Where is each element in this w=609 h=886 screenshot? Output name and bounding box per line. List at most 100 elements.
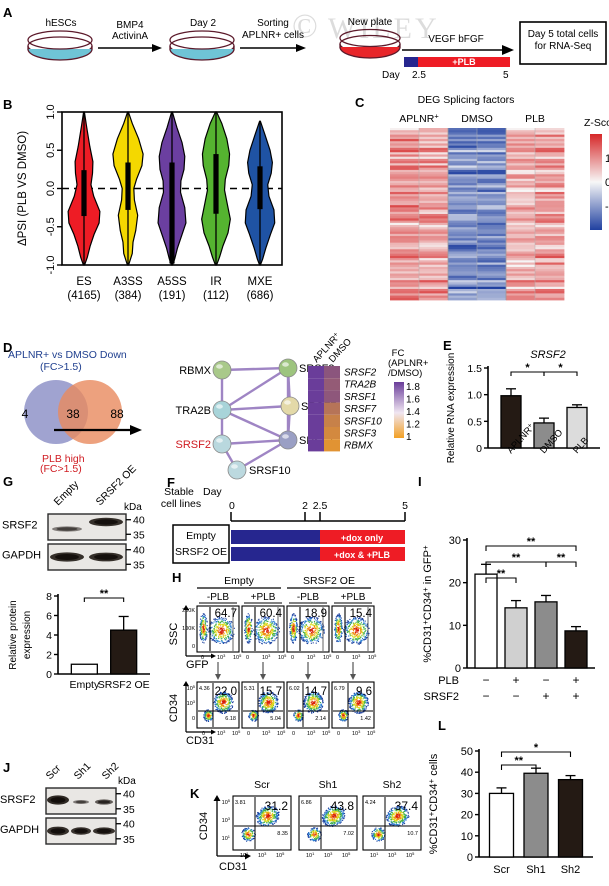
network-label-srsf10: SRSF10 xyxy=(249,465,291,477)
heatmap-cell xyxy=(390,152,420,155)
flow-event xyxy=(307,711,310,713)
panel-d-venn-network-heatmap: APLNR+ vs DMSO Down (FC>1.5) 4 38 88 PLB high… xyxy=(0,331,440,480)
flow-event xyxy=(263,630,265,632)
flow-event xyxy=(267,709,269,711)
flow-event xyxy=(267,630,269,632)
flow-event xyxy=(255,718,257,720)
flow-event xyxy=(291,624,293,626)
flow-event xyxy=(213,629,215,631)
flow-event xyxy=(360,630,362,632)
flow-event xyxy=(339,631,341,633)
venn-top-label-2: (FC>1.5) xyxy=(40,361,82,373)
heatmap-cell xyxy=(506,205,536,208)
flow-event xyxy=(319,633,321,635)
heatmap-cell xyxy=(477,280,507,283)
flow-event xyxy=(244,833,246,835)
flow-event xyxy=(358,704,360,707)
heatmap-cell xyxy=(535,176,565,180)
flow-event xyxy=(357,691,359,694)
flow-event xyxy=(219,699,222,701)
flow-event xyxy=(204,616,206,618)
flow-event xyxy=(243,830,245,832)
flow-event xyxy=(247,638,249,640)
flow-event xyxy=(242,830,244,833)
flow-event xyxy=(225,638,228,640)
flow-event xyxy=(316,710,318,713)
flow-event xyxy=(268,637,270,639)
label-part: + xyxy=(421,545,430,550)
heatmap-cell xyxy=(448,128,478,131)
flow-event xyxy=(245,622,247,624)
flow-event xyxy=(276,631,279,633)
flow-event xyxy=(267,692,269,694)
superscript-plus: + xyxy=(434,112,439,121)
heatmap-cell xyxy=(535,128,565,131)
flow-event xyxy=(213,702,215,704)
flow-event xyxy=(358,693,360,695)
flow-event xyxy=(264,811,266,813)
flow-event xyxy=(215,706,218,708)
flow-event xyxy=(270,705,272,707)
flow-event xyxy=(316,701,318,703)
flow-event xyxy=(260,623,262,625)
flow-event xyxy=(245,631,247,633)
flow-event xyxy=(249,837,251,839)
flow-event xyxy=(337,614,339,616)
heatmap-cell xyxy=(477,202,507,206)
heatmap-cell xyxy=(448,297,478,301)
heatmap-cell xyxy=(477,167,507,171)
flow-event xyxy=(209,717,211,719)
flow-event xyxy=(270,703,272,705)
flow-event xyxy=(221,703,223,705)
heatmap-cell xyxy=(535,169,565,173)
flow-event xyxy=(246,633,248,635)
flow-event xyxy=(357,709,359,711)
flow-event xyxy=(363,626,365,628)
row2-y-tick: 103 xyxy=(187,699,196,707)
flow-event xyxy=(217,701,219,704)
flow-event xyxy=(336,623,338,625)
flow-event xyxy=(246,632,249,634)
flow-event xyxy=(218,623,220,626)
label-aplnr-cells: APLNR+ cells xyxy=(242,30,304,41)
flow-event xyxy=(356,620,358,622)
panel-letter-g: G xyxy=(3,474,14,489)
flow-event xyxy=(268,624,270,626)
heatmap-cell xyxy=(390,216,420,219)
flow-event xyxy=(351,628,353,630)
flow-event xyxy=(297,713,300,715)
flow-event xyxy=(359,626,362,628)
flow-event xyxy=(223,694,225,697)
flow-event xyxy=(247,613,249,615)
flow-event xyxy=(218,618,220,620)
flow-event xyxy=(356,642,358,644)
flow-event xyxy=(269,623,271,625)
flow-event xyxy=(274,621,276,623)
flow-event xyxy=(203,615,205,617)
flow-event xyxy=(267,637,269,639)
flow-event xyxy=(368,627,370,629)
heatmap-cell xyxy=(448,167,478,171)
flow-event xyxy=(357,629,359,631)
dish-day2 xyxy=(169,30,235,61)
flow-event xyxy=(355,703,357,705)
flow-event xyxy=(226,708,228,710)
heatmap-cell xyxy=(506,214,536,217)
flow-event xyxy=(340,717,342,719)
flow-event xyxy=(293,625,295,627)
flow-event xyxy=(271,708,273,710)
heatmap-cell xyxy=(506,271,536,274)
flow-event xyxy=(291,629,293,632)
flow-event xyxy=(226,627,228,629)
flow-event xyxy=(261,642,263,644)
flow-event xyxy=(220,638,222,640)
label-sorting: Sorting xyxy=(257,18,289,29)
flow-event xyxy=(246,618,248,620)
heatmap-cell xyxy=(419,271,449,274)
flow-event xyxy=(361,712,363,714)
flow-event xyxy=(336,616,338,618)
flow-event xyxy=(356,629,358,631)
flow-event xyxy=(355,699,357,701)
flow-event xyxy=(258,634,260,636)
heatmap-cell xyxy=(535,240,565,244)
